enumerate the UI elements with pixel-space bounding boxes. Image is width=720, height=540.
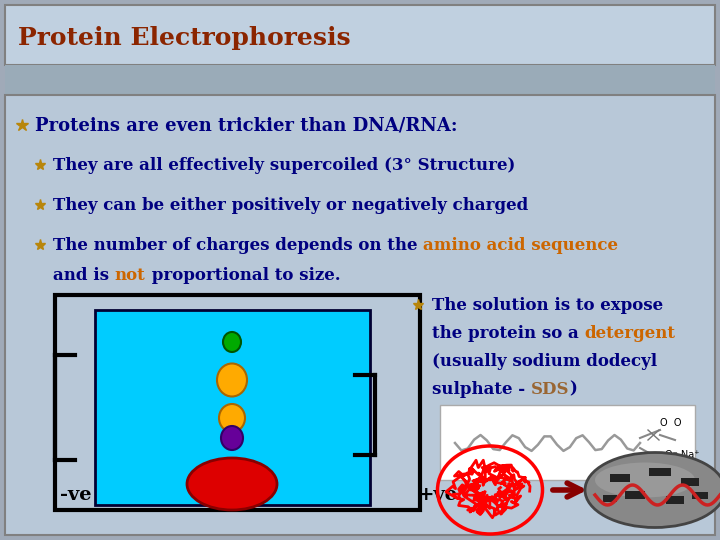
Ellipse shape [219, 404, 245, 432]
Text: They are all effectively supercoiled (3° Structure): They are all effectively supercoiled (3°… [53, 157, 516, 173]
Bar [625, 491, 645, 499]
Text: Proteins are even trickier than DNA/RNA:: Proteins are even trickier than DNA/RNA: [35, 116, 457, 134]
Text: The solution is to expose: The solution is to expose [432, 296, 663, 314]
Bar [55, 295, 420, 510]
Bar [603, 495, 617, 502]
Ellipse shape [223, 332, 241, 352]
Text: +ve: +ve [418, 486, 458, 504]
Bar [649, 468, 671, 476]
Bar [666, 496, 684, 504]
Text: The number of charges depends on the: The number of charges depends on the [53, 237, 423, 253]
Text: the protein so a: the protein so a [432, 325, 585, 341]
Text: not: not [114, 267, 145, 284]
Text: ): ) [570, 381, 577, 397]
Bar [440, 405, 695, 480]
Bar [692, 492, 708, 499]
Text: sulphate -: sulphate - [432, 381, 531, 397]
Text: O  O: O O [660, 418, 682, 428]
Bar [681, 478, 699, 486]
Text: and is: and is [53, 267, 114, 284]
Text: -ve: -ve [60, 486, 91, 504]
Ellipse shape [217, 363, 247, 396]
Bar [5, 65, 715, 95]
Bar [5, 5, 715, 65]
Ellipse shape [585, 453, 720, 528]
Bar [610, 474, 630, 482]
Text: (usually sodium dodecyl: (usually sodium dodecyl [432, 353, 657, 369]
Bar [95, 310, 370, 505]
Text: O⁻ Na⁺: O⁻ Na⁺ [665, 450, 700, 460]
Text: Protein Electrophoresis: Protein Electrophoresis [18, 26, 351, 50]
Text: detergent: detergent [585, 325, 675, 341]
Ellipse shape [595, 462, 695, 497]
Text: They can be either positively or negatively charged: They can be either positively or negativ… [53, 197, 528, 213]
Text: proportional to size.: proportional to size. [145, 267, 340, 284]
Ellipse shape [187, 458, 277, 510]
Text: amino acid sequence: amino acid sequence [423, 237, 618, 253]
Text: SDS: SDS [531, 381, 570, 397]
Ellipse shape [221, 426, 243, 450]
Bar [5, 95, 715, 535]
